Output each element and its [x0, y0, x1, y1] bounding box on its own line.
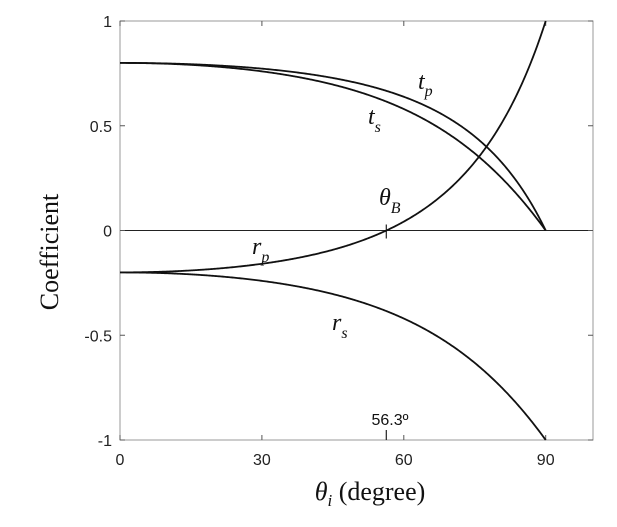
curve-tp — [120, 62, 547, 231]
curve-ts — [120, 62, 547, 232]
x-axis-subscript: i — [327, 491, 332, 510]
y-tick-label: -0.5 — [84, 328, 112, 345]
y-tick-label: 0 — [103, 224, 112, 241]
brewster-angle-label: θB — [379, 185, 401, 217]
x-axis-symbol: θ — [315, 477, 328, 506]
curves-layer — [120, 20, 547, 441]
ticks-layer: 0 30 60 90 1 0.5 0 -0.5 -1 — [84, 14, 593, 469]
label-rp: rp — [252, 234, 269, 266]
brewster-angle-value: 56.3º — [372, 412, 409, 429]
curve-rs — [120, 271, 547, 441]
y-axis-title: Coefficient — [35, 193, 64, 310]
y-tick-label: 0.5 — [90, 119, 112, 136]
label-tp: tp — [418, 69, 433, 100]
x-tick-label: 90 — [537, 452, 555, 469]
curve-rp — [120, 20, 547, 274]
label-rs: rs — [332, 310, 348, 342]
x-tick-label: 0 — [116, 452, 125, 469]
label-ts: ts — [368, 104, 381, 136]
y-tick-label: 1 — [103, 14, 112, 31]
x-axis-title: θi (degree) — [315, 477, 426, 510]
x-axis-unit: (degree) — [332, 477, 425, 506]
x-tick-label: 60 — [395, 452, 413, 469]
x-tick-label: 30 — [253, 452, 271, 469]
y-tick-label: -1 — [98, 433, 112, 450]
